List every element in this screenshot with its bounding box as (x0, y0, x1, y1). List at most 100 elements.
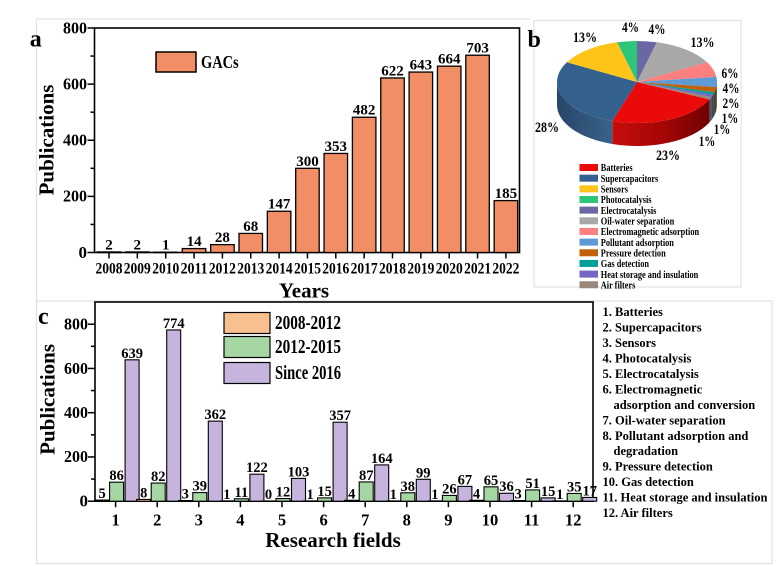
svg-text:600: 600 (64, 359, 88, 378)
svg-text:1: 1 (306, 487, 313, 503)
svg-text:6. Electromagnetic: 6. Electromagnetic (603, 382, 703, 396)
svg-text:362: 362 (204, 407, 226, 423)
svg-text:Electrocatalysis: Electrocatalysis (601, 206, 657, 217)
svg-text:Batteries: Batteries (601, 163, 633, 174)
svg-text:8. Pollutant adsorption and: 8. Pollutant adsorption and (603, 429, 749, 443)
svg-text:7: 7 (361, 511, 369, 530)
svg-text:2012: 2012 (209, 261, 236, 278)
svg-text:2: 2 (153, 511, 161, 530)
svg-text:4%: 4% (723, 81, 740, 97)
svg-text:13%: 13% (691, 35, 715, 51)
svg-text:degradation: degradation (614, 444, 679, 458)
svg-text:200: 200 (64, 447, 88, 466)
svg-text:1: 1 (431, 487, 438, 503)
svg-text:164: 164 (371, 451, 393, 467)
svg-text:1: 1 (556, 487, 563, 503)
svg-text:2: 2 (134, 237, 142, 253)
svg-text:Pollutant adsorption: Pollutant adsorption (601, 238, 674, 249)
svg-text:3: 3 (182, 487, 189, 503)
svg-text:622: 622 (381, 64, 404, 80)
svg-text:86: 86 (109, 468, 124, 484)
svg-text:664: 664 (438, 52, 461, 68)
svg-text:774: 774 (163, 316, 185, 332)
svg-text:2008-2012: 2008-2012 (275, 312, 341, 334)
svg-text:482: 482 (353, 103, 376, 119)
svg-text:703: 703 (466, 41, 489, 57)
svg-text:Research fields: Research fields (265, 528, 401, 552)
svg-text:Air filters: Air filters (601, 281, 636, 292)
svg-text:147: 147 (268, 197, 291, 213)
svg-text:5: 5 (98, 486, 105, 502)
svg-text:a: a (30, 27, 42, 53)
svg-text:Electromagnetic adsorption: Electromagnetic adsorption (601, 227, 700, 238)
svg-text:c: c (38, 304, 49, 330)
svg-text:Since 2016: Since 2016 (275, 362, 341, 384)
svg-text:12: 12 (276, 485, 291, 501)
svg-text:28: 28 (215, 230, 230, 246)
svg-text:9. Pressure detection: 9. Pressure detection (603, 460, 713, 474)
svg-text:7. Oil-water separation: 7. Oil-water separation (603, 413, 726, 427)
svg-text:600: 600 (63, 74, 87, 93)
svg-text:99: 99 (416, 465, 431, 481)
svg-text:1: 1 (111, 511, 119, 530)
svg-text:87: 87 (359, 468, 374, 484)
svg-text:17: 17 (582, 483, 597, 499)
svg-text:2021: 2021 (464, 261, 491, 278)
svg-text:11: 11 (235, 485, 249, 501)
svg-text:8: 8 (140, 485, 147, 501)
svg-text:4%: 4% (622, 20, 639, 36)
svg-text:2015: 2015 (294, 261, 321, 278)
svg-text:Publications: Publications (36, 344, 60, 455)
svg-text:Years: Years (279, 279, 329, 303)
svg-text:12: 12 (565, 511, 582, 530)
svg-text:adsorption and conversion: adsorption and conversion (614, 398, 756, 412)
svg-text:4: 4 (236, 511, 244, 530)
svg-text:3: 3 (514, 487, 521, 503)
svg-text:10. Gas detection: 10. Gas detection (603, 475, 694, 489)
svg-text:2012-2015: 2012-2015 (275, 336, 341, 358)
svg-text:13%: 13% (573, 30, 597, 46)
svg-text:400: 400 (64, 403, 88, 422)
svg-text:1: 1 (390, 487, 397, 503)
svg-text:2009: 2009 (124, 261, 151, 278)
svg-text:10: 10 (482, 511, 499, 530)
svg-text:12. Air filters: 12. Air filters (603, 506, 673, 520)
svg-text:35: 35 (567, 480, 582, 496)
svg-text:51: 51 (525, 476, 540, 492)
svg-text:Oil-water separation: Oil-water separation (601, 217, 675, 228)
svg-text:2013: 2013 (237, 261, 264, 278)
svg-text:103: 103 (288, 464, 310, 480)
svg-text:15: 15 (317, 484, 332, 500)
svg-text:2016: 2016 (322, 261, 349, 278)
svg-text:6%: 6% (722, 66, 739, 82)
svg-text:15: 15 (541, 484, 556, 500)
svg-text:6: 6 (319, 511, 327, 530)
svg-text:36: 36 (499, 479, 514, 495)
svg-text:14: 14 (187, 234, 203, 250)
svg-text:122: 122 (246, 460, 268, 476)
svg-text:1: 1 (223, 487, 230, 503)
svg-text:4. Photocatalysis: 4. Photocatalysis (603, 352, 692, 366)
svg-text:Publications: Publications (35, 85, 59, 196)
svg-text:5: 5 (278, 511, 286, 530)
svg-text:5. Electrocatalysis: 5. Electrocatalysis (603, 367, 699, 381)
svg-text:800: 800 (64, 315, 88, 334)
svg-text:2011: 2011 (181, 261, 208, 278)
svg-text:38: 38 (401, 479, 416, 495)
svg-text:400: 400 (63, 131, 87, 150)
svg-text:2022: 2022 (492, 261, 519, 278)
svg-text:639: 639 (121, 346, 143, 362)
svg-text:2008: 2008 (96, 261, 123, 278)
svg-text:11: 11 (524, 511, 540, 530)
svg-text:2: 2 (105, 237, 113, 253)
svg-text:1%: 1% (722, 111, 739, 127)
svg-text:2%: 2% (723, 96, 740, 112)
svg-text:28%: 28% (535, 120, 559, 136)
svg-text:1: 1 (162, 238, 170, 254)
svg-text:39: 39 (193, 479, 208, 495)
svg-text:67: 67 (458, 472, 473, 488)
svg-text:357: 357 (329, 408, 351, 424)
svg-text:0: 0 (265, 487, 272, 503)
svg-text:11. Heat storage and insulatio: 11. Heat storage and insulation (603, 491, 768, 505)
svg-text:0: 0 (79, 243, 88, 262)
